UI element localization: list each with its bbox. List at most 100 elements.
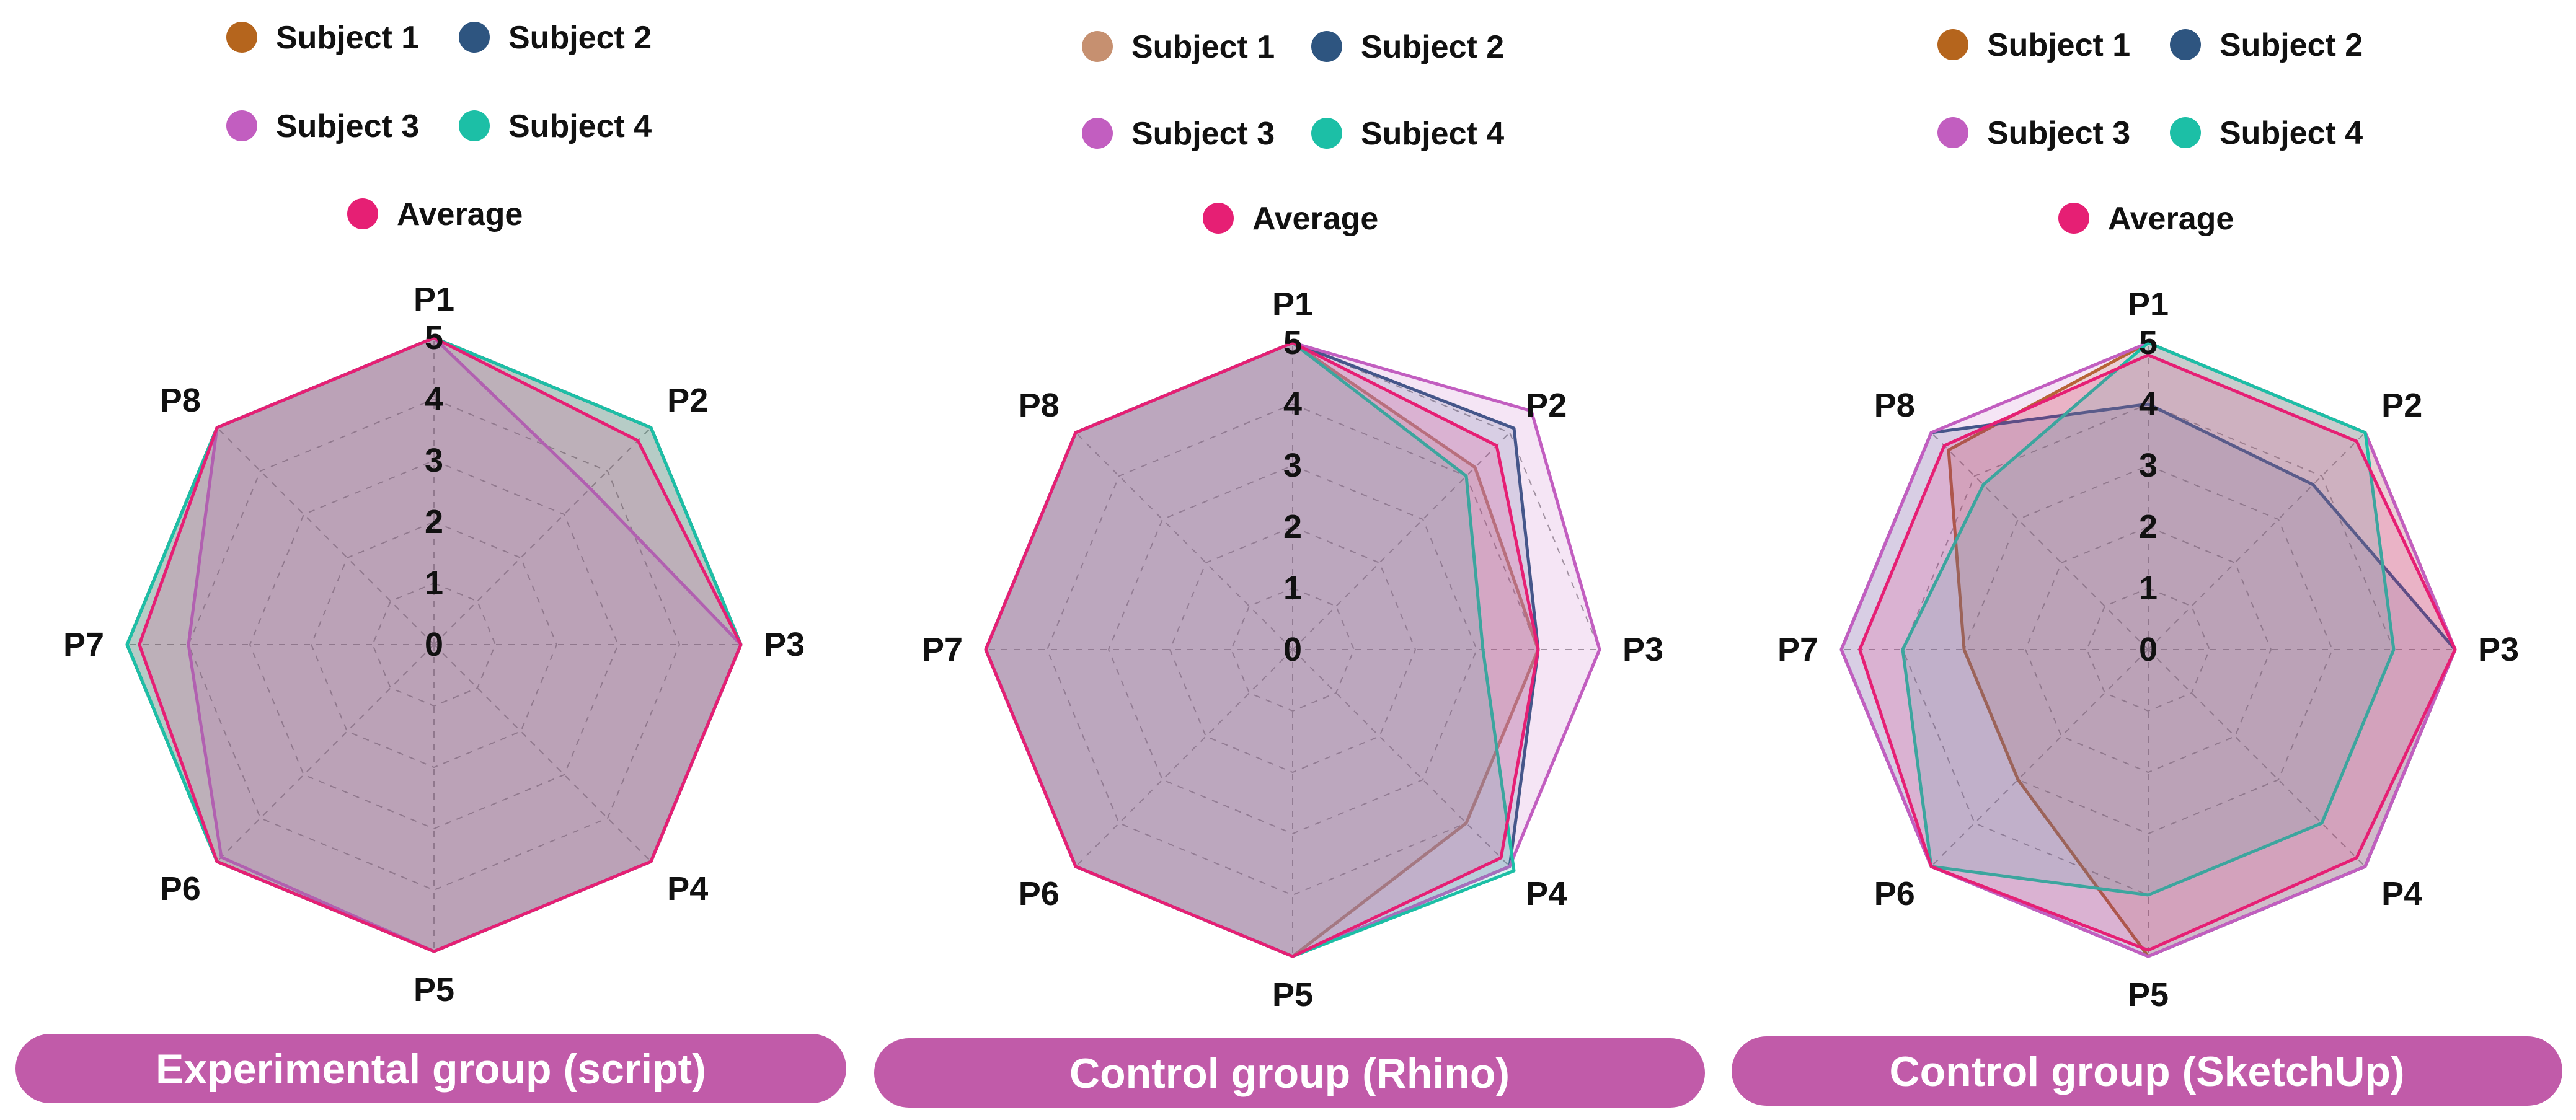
tick-label-1: 1: [425, 565, 443, 602]
axis-label-p6: P6: [1874, 875, 1915, 912]
spoke-p2: [2148, 432, 2366, 650]
tick-label-2: 2: [1283, 508, 1302, 545]
grid-ring-2: [2024, 526, 2272, 774]
legend: Subject 1 Subject 2 Subject 3 Subject 4 Aver…: [1937, 27, 2363, 237]
axis-label-p1: P1: [1272, 286, 1313, 323]
axis-label-p2: P2: [1526, 387, 1567, 424]
legend-marker-subject-1: [1082, 31, 1113, 62]
spoke-p4: [1292, 649, 1510, 867]
spoke-p2: [433, 427, 652, 645]
legend-marker-subject-1: [1937, 29, 1968, 60]
radar-chart-2: 0 1 2 3 4 5P1 P2 P3 P4 P5 P6 P7 P8 Subject 1 Subject 2…: [874, 29, 1705, 1108]
tick-label-0: 0: [1283, 631, 1302, 668]
axis-label-p7: P7: [922, 631, 963, 668]
radar-series: [1839, 341, 2457, 958]
tick-label-2: 2: [2139, 508, 2158, 545]
legend-label-average: Average: [1252, 201, 1378, 237]
axis-label-p5: P5: [414, 971, 454, 1008]
tick-label-2: 2: [425, 503, 443, 540]
legend-label-average: Average: [2108, 201, 2234, 237]
legend-label-average: Average: [397, 196, 523, 232]
legend-label-subject-2: Subject 2: [508, 20, 652, 56]
radial-tick-labels: 0 1 2 3 4 5: [425, 319, 443, 663]
grid-ring-1: [2086, 587, 2211, 712]
spoke-p8: [1075, 432, 1293, 650]
legend-marker-average: [347, 198, 378, 229]
axis-label-p8: P8: [1874, 387, 1915, 424]
radar-chart-1: 0 1 2 3 4 5P1 P2 P3 P4 P5 P6 P7 P8 Subject 1 Subject 2…: [15, 20, 846, 1103]
chart-title: Control group (Rhino): [1069, 1050, 1510, 1097]
spoke-p6: [216, 644, 435, 862]
axis-labels: P1 P2 P3 P4 P5 P6 P7 P8: [922, 286, 1663, 1013]
legend-marker-subject-2: [2170, 29, 2201, 60]
grid-ring-1: [1230, 587, 1355, 712]
legend-item-subject-3: Subject 3: [226, 108, 419, 144]
spoke-p4: [433, 644, 652, 862]
spoke-p8: [1931, 432, 2149, 650]
legend-item-subject-3: Subject 3: [1937, 115, 2130, 151]
legend-label-subject-4: Subject 4: [2220, 115, 2363, 151]
axis-label-p7: P7: [1777, 631, 1818, 668]
tick-label-4: 4: [2139, 386, 2158, 423]
series-average: [984, 341, 1540, 958]
spoke-p8: [216, 427, 435, 645]
grid-ring-4: [1046, 403, 1539, 896]
radial-tick-labels: 0 1 2 3 4 5: [1283, 324, 1302, 668]
tick-label-3: 3: [1283, 447, 1302, 484]
legend-item-subject-1: Subject 1: [1937, 27, 2130, 63]
axis-label-p1: P1: [2128, 286, 2169, 323]
legend-item-average: Average: [2058, 201, 2234, 237]
legend-marker-average: [1203, 203, 1234, 234]
axis-labels: P1 P2 P3 P4 P5 P6 P7 P8: [1777, 286, 2519, 1013]
legend-marker-subject-3: [226, 110, 257, 141]
grid-ring-1: [371, 582, 497, 707]
legend-item-subject-4: Subject 4: [2170, 115, 2363, 151]
banner-pill: [1732, 1036, 2562, 1106]
axis-label-p3: P3: [2478, 631, 2519, 668]
axis-label-p6: P6: [1019, 875, 1060, 912]
tick-label-3: 3: [425, 442, 443, 479]
tick-label-1: 1: [2139, 570, 2158, 607]
tick-label-5: 5: [2139, 324, 2158, 361]
axis-label-p4: P4: [1526, 875, 1567, 912]
series-average: [138, 336, 743, 953]
axis-label-p4: P4: [2381, 875, 2422, 912]
axis-label-p1: P1: [414, 281, 454, 318]
axis-label-p2: P2: [2381, 387, 2422, 424]
spoke-p6: [1075, 649, 1293, 867]
legend-label-subject-2: Subject 2: [2220, 27, 2363, 63]
legend-marker-average: [2058, 203, 2089, 234]
grid-ring-4: [1901, 403, 2395, 896]
legend-label-subject-1: Subject 1: [1131, 29, 1275, 65]
legend-label-subject-3: Subject 3: [1987, 115, 2130, 151]
legend-marker-subject-3: [1937, 117, 1968, 148]
grid-ring-3: [1963, 464, 2334, 835]
legend-marker-subject-2: [459, 22, 490, 53]
grid-ring-2: [310, 521, 558, 769]
legend-item-subject-2: Subject 2: [459, 20, 652, 56]
legend-marker-subject-4: [459, 110, 490, 141]
legend-item-subject-2: Subject 2: [2170, 27, 2363, 63]
legend-marker-subject-4: [2170, 117, 2201, 148]
banner-pill: [874, 1038, 1705, 1108]
axis-label-p8: P8: [160, 382, 201, 419]
radial-tick-labels: 0 1 2 3 4 5: [2139, 324, 2158, 668]
axis-labels: P1 P2 P3 P4 P5 P6 P7 P8: [63, 281, 805, 1008]
tick-label-5: 5: [1283, 324, 1302, 361]
legend-item-subject-4: Subject 4: [1311, 116, 1504, 152]
tick-label-4: 4: [1283, 386, 1302, 423]
series-subject-3: [1839, 341, 2457, 958]
axis-label-p3: P3: [764, 626, 805, 663]
legend-item-average: Average: [1203, 201, 1378, 237]
legend-label-subject-1: Subject 1: [276, 20, 419, 56]
tick-label-1: 1: [1283, 570, 1302, 607]
legend-item-subject-1: Subject 1: [1082, 29, 1275, 65]
radar-series: [125, 336, 743, 953]
legend-item-subject-4: Subject 4: [459, 108, 652, 144]
tick-label-5: 5: [425, 319, 443, 356]
spoke-p2: [1292, 432, 1510, 650]
legend-item-subject-1: Subject 1: [226, 20, 419, 56]
tick-label-0: 0: [425, 626, 443, 663]
axis-label-p7: P7: [63, 626, 104, 663]
